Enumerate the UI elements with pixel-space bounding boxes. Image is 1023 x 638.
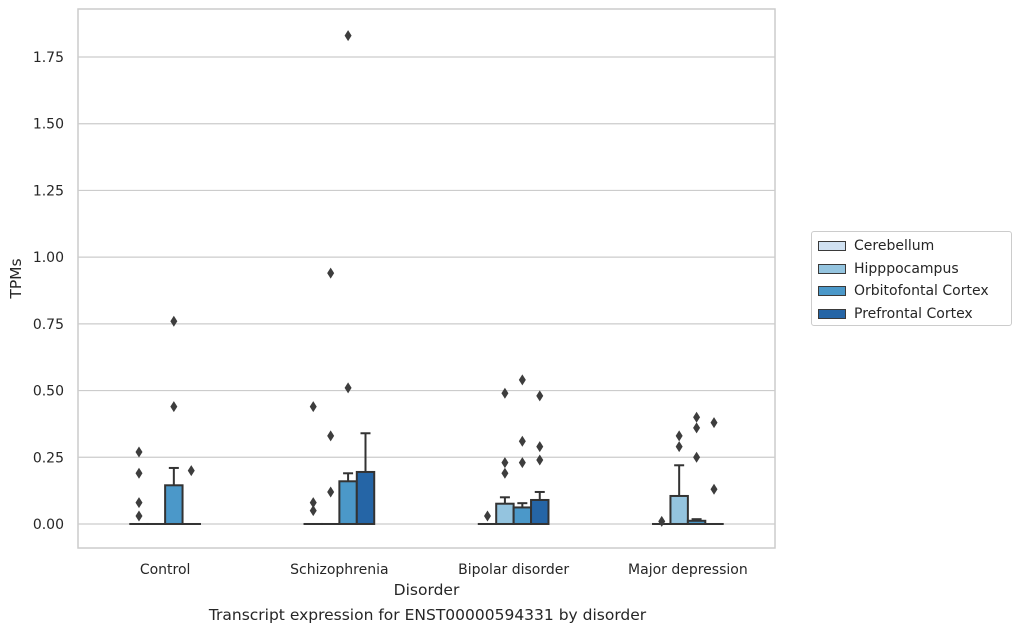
legend-swatch-prefrontal-cortex: [818, 309, 846, 319]
legend-item-hippocampus: Hipppocampus: [818, 258, 1011, 281]
x-tick-label-bipolar-disorder: Bipolar disorder: [458, 562, 569, 578]
outlier-point: [188, 465, 195, 476]
legend-label-cerebellum: Cerebellum: [854, 238, 934, 254]
bar-major-depression-hipppocampus: [670, 496, 687, 524]
outlier-point: [711, 417, 718, 428]
y-tick-label: 1.50: [33, 117, 64, 133]
y-tick-label: 1.75: [33, 50, 64, 66]
outlier-point: [658, 516, 665, 527]
bar-bipolar-disorder-orbitofontal-cortex: [514, 507, 531, 524]
y-tick-label: 1.00: [33, 250, 64, 266]
outlier-point: [676, 441, 683, 452]
outlier-point: [310, 401, 317, 412]
x-tick-label-major-depression: Major depression: [628, 562, 748, 578]
legend-swatch-cerebellum: [818, 241, 846, 251]
bar-schizophrenia-orbitofontal-cortex: [339, 481, 356, 524]
y-tick-label: 0.75: [33, 317, 64, 333]
outlier-point: [170, 401, 177, 412]
outlier-point: [536, 454, 543, 465]
outlier-point: [345, 382, 352, 393]
plot-frame: [78, 9, 775, 548]
outlier-point: [693, 422, 700, 433]
legend: Cerebellum Hipppocampus Orbitofontal Cor…: [811, 231, 1012, 326]
outlier-point: [501, 388, 508, 399]
bar-major-depression-orbitofontal-cortex: [688, 521, 705, 524]
y-tick-label: 0.25: [33, 450, 64, 466]
y-tick-label: 1.25: [33, 183, 64, 199]
outlier-point: [170, 316, 177, 327]
legend-item-prefrontal-cortex: Prefrontal Cortex: [818, 303, 1011, 326]
y-axis-label: TPMs: [7, 258, 25, 299]
outlier-point: [676, 430, 683, 441]
outlier-point: [711, 484, 718, 495]
bar-control-orbitofontal-cortex: [165, 485, 182, 524]
outlier-point: [135, 510, 142, 521]
legend-label-orbitofrontal-cortex: Orbitofontal Cortex: [854, 283, 989, 299]
outlier-point: [693, 452, 700, 463]
legend-swatch-orbitofrontal-cortex: [818, 286, 846, 296]
outlier-point: [327, 430, 334, 441]
bar-bipolar-disorder-hipppocampus: [496, 504, 513, 524]
bar-schizophrenia-prefrontal-cortex: [357, 472, 374, 524]
x-tick-label-control: Control: [140, 562, 191, 578]
legend-label-hippocampus: Hipppocampus: [854, 261, 959, 277]
outlier-point: [536, 390, 543, 401]
outlier-point: [484, 510, 491, 521]
outlier-point: [501, 457, 508, 468]
outlier-point: [327, 486, 334, 497]
outlier-point: [519, 374, 526, 385]
outlier-point: [519, 457, 526, 468]
figure-caption: Transcript expression for ENST0000059433…: [0, 606, 855, 624]
outlier-point: [345, 30, 352, 41]
outlier-point: [135, 446, 142, 457]
outlier-point: [135, 497, 142, 508]
legend-item-orbitofrontal-cortex: Orbitofontal Cortex: [818, 280, 1011, 303]
outlier-point: [501, 468, 508, 479]
outlier-point: [135, 468, 142, 479]
x-axis-label: Disorder: [394, 581, 460, 599]
y-tick-label: 0.00: [33, 517, 64, 533]
outlier-point: [310, 505, 317, 516]
x-tick-label-schizophrenia: Schizophrenia: [290, 562, 388, 578]
bar-bipolar-disorder-prefrontal-cortex: [531, 500, 548, 524]
legend-label-prefrontal-cortex: Prefrontal Cortex: [854, 306, 973, 322]
outlier-point: [327, 268, 334, 279]
legend-item-cerebellum: Cerebellum: [818, 235, 1011, 258]
outlier-point: [519, 436, 526, 447]
outlier-point: [693, 412, 700, 423]
legend-swatch-hippocampus: [818, 264, 846, 274]
outlier-point: [536, 441, 543, 452]
y-tick-label: 0.50: [33, 384, 64, 400]
